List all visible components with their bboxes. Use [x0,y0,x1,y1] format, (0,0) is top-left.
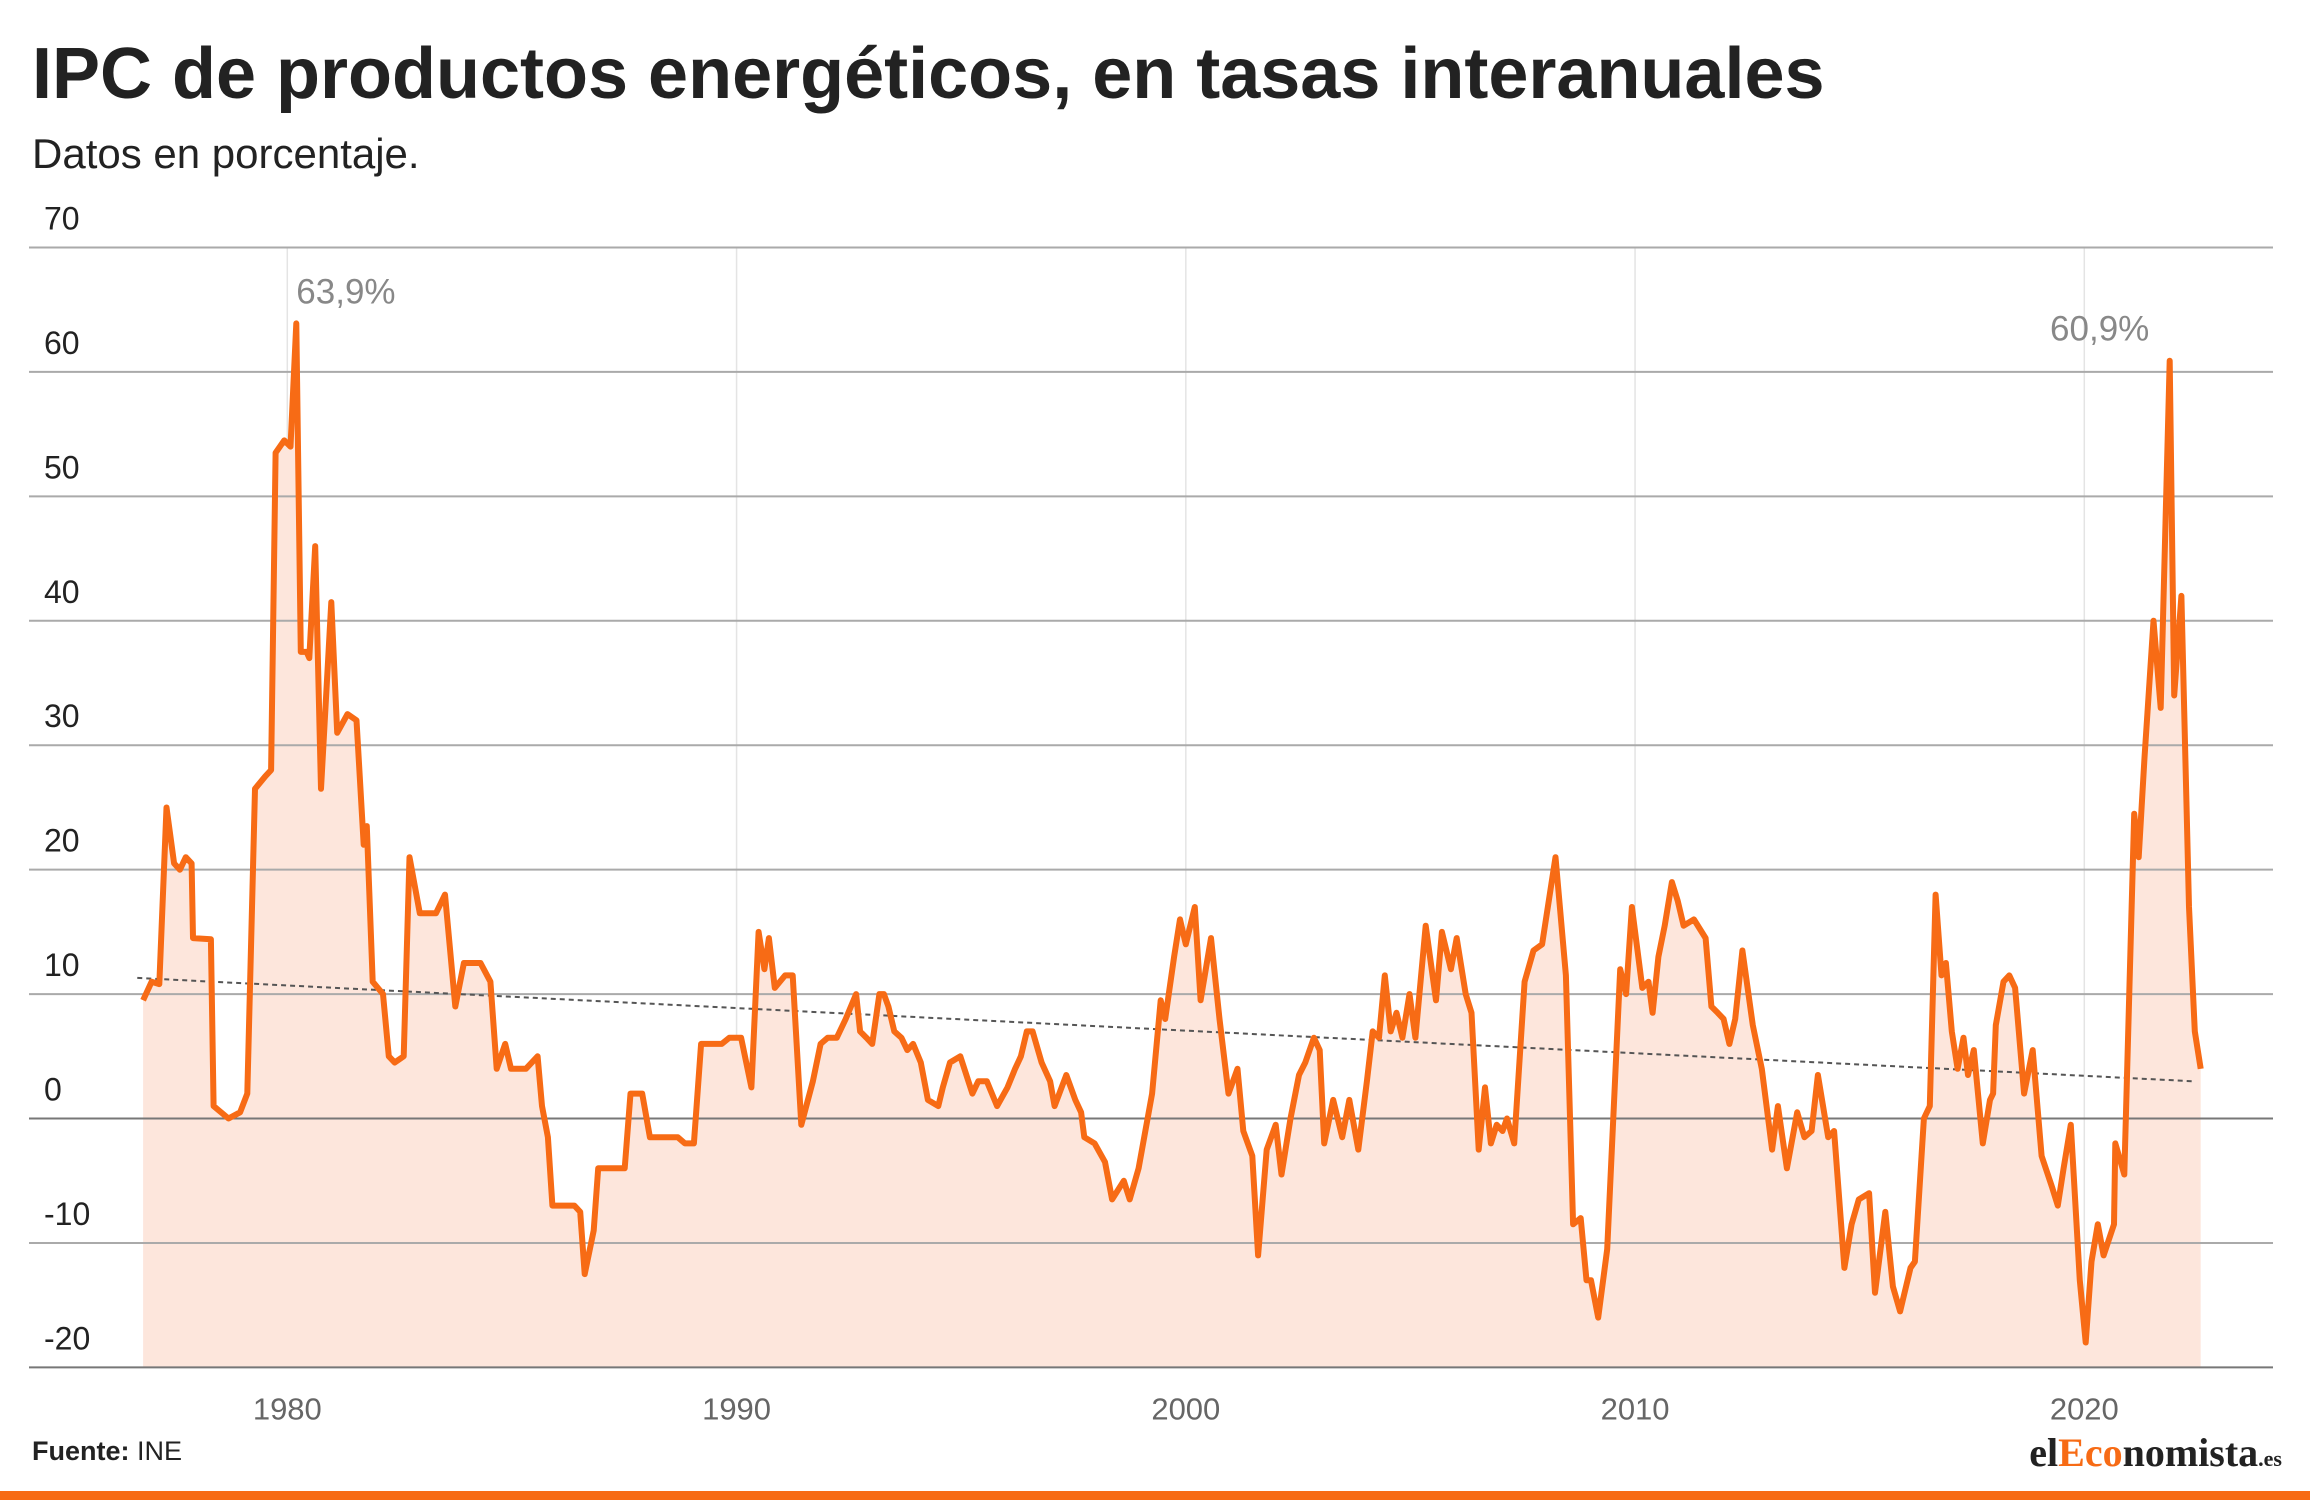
source: Fuente: INE [32,1436,182,1466]
logo-part: nomista [2123,1430,2259,1475]
annotation: 63,9% [296,272,395,311]
y-tick-label: 10 [44,947,80,983]
y-tick-label: 60 [44,325,80,361]
logo-part: .es [2258,1446,2282,1471]
logo-part: el [2029,1430,2058,1475]
y-tick-label: 20 [44,823,80,859]
x-tick-label: 2000 [1151,1391,1220,1426]
y-tick-label: 70 [44,201,80,237]
source-label: Fuente: [32,1436,130,1466]
source-name: INE [137,1436,182,1466]
y-tick-label: 30 [44,698,80,734]
y-tick-label: -10 [44,1196,90,1232]
area [143,323,2201,1368]
annotation: 60,9% [2050,310,2149,349]
chart-subtitle: Datos en porcentaje. [32,130,420,177]
y-tick-label: 0 [44,1072,62,1108]
logo-part: Eco [2058,1430,2122,1475]
x-tick-label: 1990 [702,1391,771,1426]
x-tick-label: 2020 [2050,1391,2119,1426]
logo: elEconomista.es [2029,1430,2282,1475]
x-tick-label: 1980 [253,1391,322,1426]
trend-line [137,976,2192,1083]
chart-title: IPC de productos energéticos, en tasas i… [32,34,1825,114]
line [140,320,2204,1346]
y-tick-label: 40 [44,574,80,610]
footer-bar [0,1491,2310,1500]
x-tick-label: 2010 [1601,1391,1670,1426]
y-tick-label: 50 [44,449,80,485]
y-tick-label: -20 [44,1320,90,1356]
